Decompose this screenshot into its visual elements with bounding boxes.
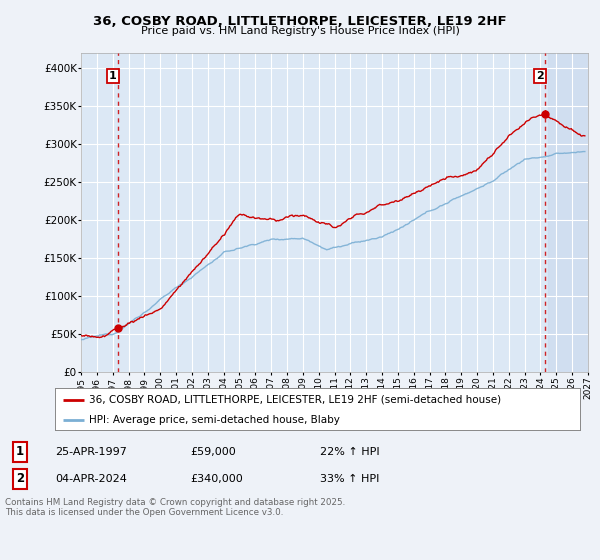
Text: 25-APR-1997: 25-APR-1997 (55, 447, 127, 457)
Text: Price paid vs. HM Land Registry's House Price Index (HPI): Price paid vs. HM Land Registry's House … (140, 26, 460, 36)
Text: 2: 2 (16, 472, 24, 486)
Text: Contains HM Land Registry data © Crown copyright and database right 2025.
This d: Contains HM Land Registry data © Crown c… (5, 498, 345, 517)
Bar (548, 53, 588, 372)
Text: 2: 2 (536, 71, 544, 81)
Text: 04-APR-2024: 04-APR-2024 (55, 474, 127, 484)
Text: 33% ↑ HPI: 33% ↑ HPI (320, 474, 379, 484)
Text: 1: 1 (16, 445, 24, 459)
Text: 22% ↑ HPI: 22% ↑ HPI (320, 447, 380, 457)
Text: £340,000: £340,000 (190, 474, 243, 484)
Text: 1: 1 (109, 71, 117, 81)
Text: £59,000: £59,000 (190, 447, 236, 457)
Text: 36, COSBY ROAD, LITTLETHORPE, LEICESTER, LE19 2HF: 36, COSBY ROAD, LITTLETHORPE, LEICESTER,… (93, 15, 507, 28)
Text: 36, COSBY ROAD, LITTLETHORPE, LEICESTER, LE19 2HF (semi-detached house): 36, COSBY ROAD, LITTLETHORPE, LEICESTER,… (89, 395, 502, 405)
Text: HPI: Average price, semi-detached house, Blaby: HPI: Average price, semi-detached house,… (89, 414, 340, 424)
